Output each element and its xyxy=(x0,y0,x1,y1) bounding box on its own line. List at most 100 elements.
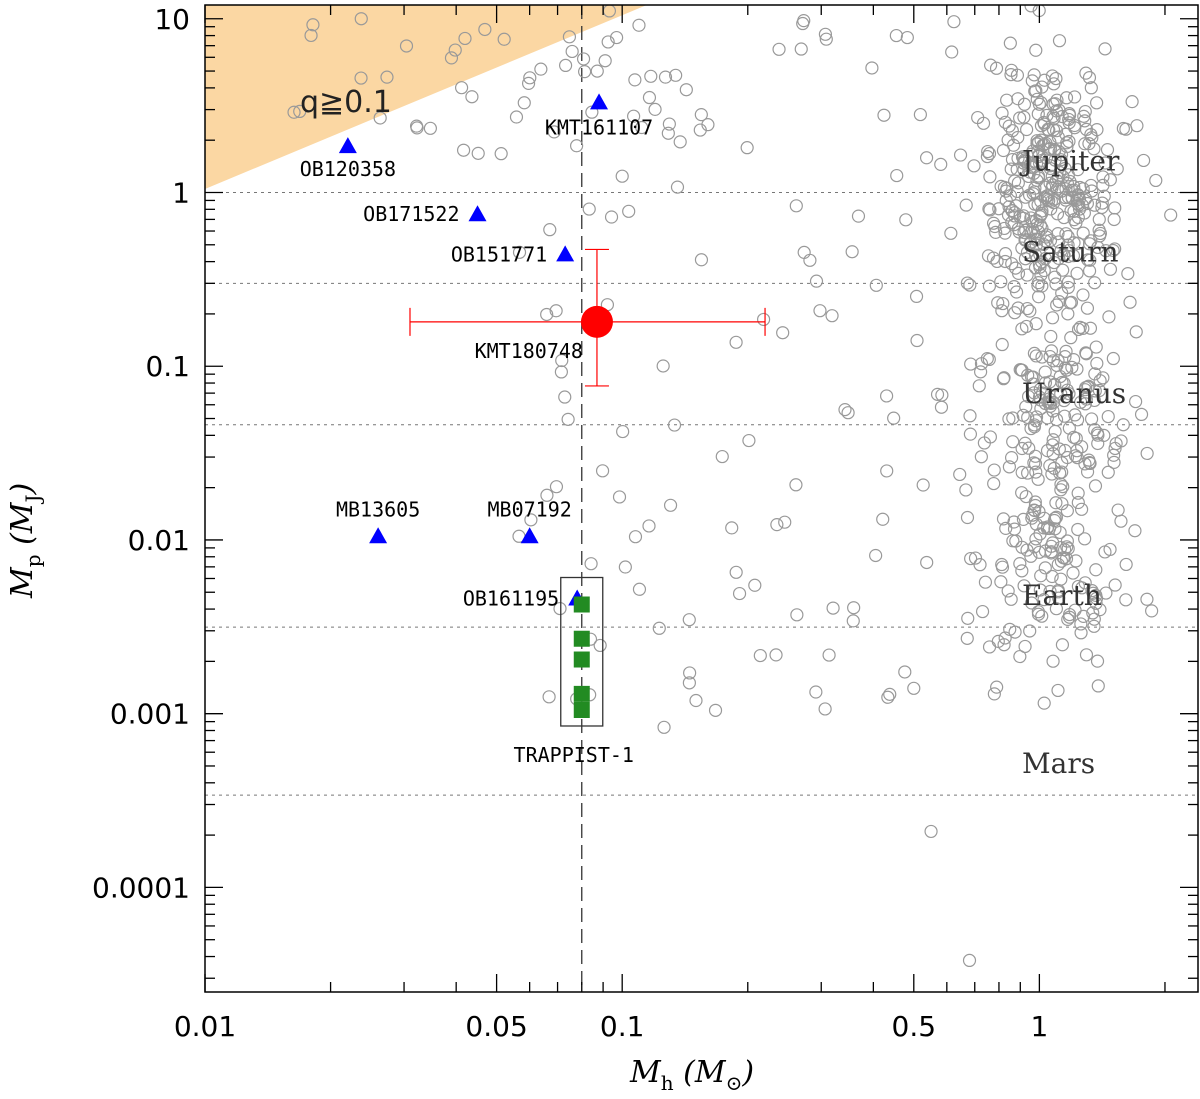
known-planet-point xyxy=(658,70,673,84)
known-planet-point xyxy=(1049,412,1064,427)
known-planet-point xyxy=(1116,418,1130,432)
known-planet-point xyxy=(471,146,485,160)
known-planet-point xyxy=(732,586,747,601)
known-planet-point xyxy=(725,521,739,535)
known-planet-point xyxy=(916,478,930,492)
known-planet-point xyxy=(1055,465,1069,479)
known-planet-point xyxy=(1013,649,1027,664)
known-planet-point xyxy=(1008,306,1022,320)
plot-frame xyxy=(204,4,1199,993)
known-planet-point xyxy=(682,613,696,627)
known-planet-point xyxy=(1086,606,1100,620)
known-planet-point xyxy=(1070,266,1084,280)
known-planet-point xyxy=(1051,585,1065,599)
known-planet-point xyxy=(997,638,1011,652)
known-planet-point xyxy=(1043,233,1058,248)
known-planet-point xyxy=(598,54,612,68)
known-planet-point xyxy=(1011,130,1025,145)
known-planet-point xyxy=(998,254,1012,269)
known-planet-point xyxy=(1015,441,1029,456)
known-planet-point xyxy=(1107,212,1121,227)
known-planet-point xyxy=(1083,321,1098,335)
known-planet-point xyxy=(1033,583,1047,597)
known-planet-point xyxy=(982,352,996,367)
known-planet-point xyxy=(1027,346,1041,360)
known-planet-point xyxy=(826,601,840,615)
known-planet-point xyxy=(554,365,568,379)
known-planet-point xyxy=(604,210,619,224)
known-planet-point xyxy=(1052,591,1066,605)
known-planet-point xyxy=(1018,639,1032,654)
known-planet-point xyxy=(1020,543,1034,557)
known-planet-point xyxy=(998,226,1012,240)
known-planet-point xyxy=(1119,122,1133,136)
known-planet-point xyxy=(753,648,767,663)
known-planet-point xyxy=(1111,503,1125,517)
known-planet-point xyxy=(881,690,895,704)
known-planet-point xyxy=(456,143,471,157)
known-planet-point xyxy=(667,418,682,432)
planet-label-ob151771: OB151771 xyxy=(451,242,547,266)
known-planet-point xyxy=(1062,134,1076,149)
known-planet-point xyxy=(1079,66,1093,80)
known-planet-point xyxy=(1005,257,1019,271)
y-tick-label: 0.001 xyxy=(110,698,190,731)
known-planet-point xyxy=(1078,383,1092,397)
known-planet-point xyxy=(1059,193,1073,207)
known-planet-point xyxy=(354,71,368,85)
known-planet-point xyxy=(618,560,632,574)
known-planet-point xyxy=(1020,122,1034,137)
known-planet-point xyxy=(1061,168,1075,182)
known-planet-point xyxy=(1013,557,1027,571)
known-planet-point xyxy=(1029,248,1043,262)
known-planet-point xyxy=(615,169,629,183)
planet-label-mb13605: MB13605 xyxy=(336,497,420,521)
known-planet-point xyxy=(962,953,977,968)
known-planet-point xyxy=(959,198,973,212)
known-planet-point xyxy=(995,304,1009,318)
known-planet-point xyxy=(662,117,676,131)
known-planet-point xyxy=(1051,683,1065,698)
known-planet-point xyxy=(900,30,914,45)
known-planet-point xyxy=(521,76,536,90)
known-planet-point xyxy=(458,31,472,46)
known-planet-point xyxy=(847,601,861,615)
known-planet-point xyxy=(1037,263,1051,278)
known-planet-point xyxy=(838,403,852,417)
known-planet-point xyxy=(1007,515,1021,529)
known-planet-point xyxy=(1023,304,1037,318)
known-planet-point xyxy=(1103,173,1117,187)
known-planet-point xyxy=(953,467,967,482)
known-planet-point xyxy=(983,58,998,72)
known-planet-point xyxy=(1134,407,1149,422)
known-planet-point xyxy=(1001,208,1016,222)
known-planet-point xyxy=(1054,483,1068,497)
known-planet-point xyxy=(565,44,579,59)
known-planet-point xyxy=(1060,383,1074,397)
known-planet-point xyxy=(1050,93,1064,107)
known-planet-point xyxy=(1164,208,1178,222)
known-planet-point xyxy=(968,551,983,565)
known-planet-point xyxy=(1029,532,1043,546)
known-planet-point xyxy=(423,121,437,135)
known-planet-point xyxy=(1052,295,1066,309)
known-planet-point xyxy=(983,170,997,184)
known-planet-point xyxy=(990,680,1004,694)
known-planet-point xyxy=(865,61,879,75)
known-planet-point xyxy=(1002,412,1016,426)
known-planet-point xyxy=(770,518,784,532)
known-planet-point xyxy=(708,703,723,717)
known-planet-point xyxy=(1017,225,1031,240)
planet-marker-ob120358 xyxy=(338,137,357,154)
known-planet-point xyxy=(1061,275,1076,289)
known-planet-point xyxy=(561,412,575,426)
known-planet-point xyxy=(1010,162,1024,176)
mass-ratio-region-label: q≧0.1 xyxy=(300,85,392,120)
known-planet-point xyxy=(1052,34,1067,48)
known-planet-point xyxy=(890,168,904,183)
y-tick-label: 0.1 xyxy=(145,350,190,383)
known-planet-point xyxy=(1023,624,1037,638)
known-planet-point xyxy=(729,335,743,349)
known-planet-point xyxy=(995,106,1009,120)
known-planet-point xyxy=(465,90,479,104)
